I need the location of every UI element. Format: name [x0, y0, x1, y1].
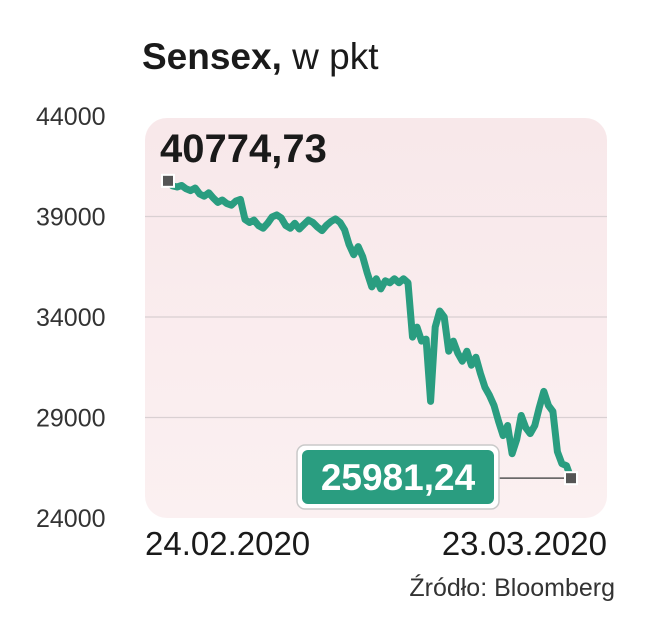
x-label-end: 23.03.2020: [441, 525, 607, 562]
chart-title: Sensex, w pkt: [142, 36, 379, 78]
x-label-start: 24.02.2020: [145, 525, 311, 562]
y-axis-ticks: 44000 39000 34000 29000 24000: [36, 103, 106, 533]
end-value-label: 25981,24: [321, 457, 476, 498]
chart-title-unit: w pkt: [292, 36, 379, 77]
y-tick-label-39000: 39000: [36, 204, 106, 232]
source-note: Źródło: Bloomberg: [409, 574, 615, 602]
series-sensex: [164, 177, 575, 482]
start-point-marker: [161, 173, 175, 188]
y-tick-label-29000: 29000: [36, 405, 106, 433]
chart-title-main: Sensex,: [142, 36, 282, 77]
y-tick-label-34000: 34000: [36, 304, 106, 332]
y-tick-label-44000: 44000: [36, 103, 106, 131]
end-label-box: [302, 450, 494, 504]
series-line: [164, 177, 575, 482]
end-point-marker: [564, 471, 578, 486]
start-value-label: 40774,73: [160, 127, 327, 171]
gridlines: [145, 215, 607, 419]
annotations: 40774,73 25981,24: [160, 127, 578, 510]
y-tick-label-24000: 24000: [36, 505, 106, 533]
